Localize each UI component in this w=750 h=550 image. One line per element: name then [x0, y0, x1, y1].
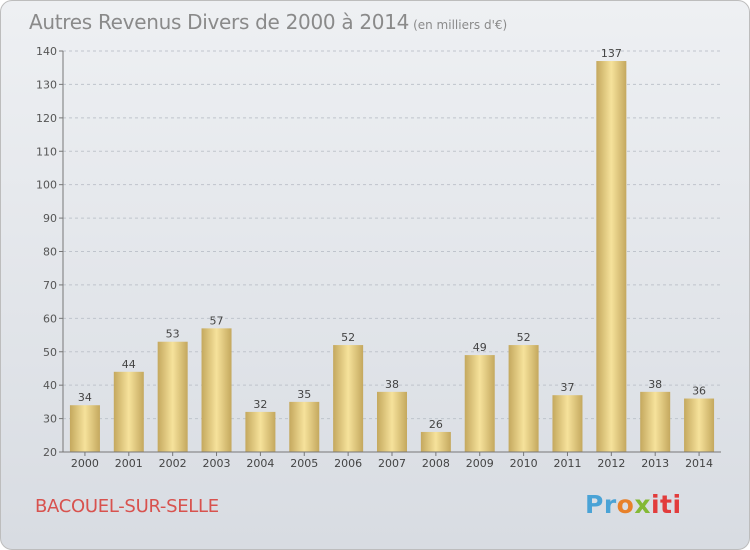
y-tick-label: 40: [43, 379, 57, 392]
data-label-2009: 49: [473, 341, 487, 354]
data-label-2000: 34: [78, 391, 92, 404]
bar-2010: [508, 345, 539, 452]
y-tick-label: 80: [43, 246, 57, 259]
x-tick-label-2000: 2000: [71, 457, 99, 470]
y-tick-label: 140: [36, 45, 57, 58]
y-tick-label: 90: [43, 212, 57, 225]
x-tick-label-2010: 2010: [510, 457, 538, 470]
x-tick-label-2002: 2002: [159, 457, 187, 470]
bar-2014: [684, 398, 715, 452]
bar-2004: [245, 411, 276, 452]
bar-2003: [201, 328, 232, 452]
bar-2013: [640, 391, 671, 452]
x-tick-label-2008: 2008: [422, 457, 450, 470]
data-label-2002: 53: [166, 328, 180, 341]
proxiti-logo: Proxiti: [585, 490, 682, 519]
bar-2002: [157, 341, 188, 452]
y-tick-label: 130: [36, 78, 57, 91]
data-label-2003: 57: [210, 314, 224, 327]
y-tick-label: 30: [43, 413, 57, 426]
y-tick-label: 50: [43, 346, 57, 359]
data-label-2008: 26: [429, 418, 443, 431]
chart-subtitle: (en milliers d'€): [413, 18, 508, 32]
bar-2012: [596, 61, 627, 453]
bar-2001: [113, 371, 144, 452]
x-tick-label-2013: 2013: [641, 457, 669, 470]
y-tick-label: 120: [36, 112, 57, 125]
bar-2006: [333, 345, 364, 452]
data-label-2006: 52: [341, 331, 355, 344]
data-label-2011: 37: [560, 381, 574, 394]
data-label-2001: 44: [122, 358, 136, 371]
chart-title: Autres Revenus Divers de 2000 à 2014 (en …: [29, 10, 508, 34]
data-label-2004: 32: [253, 398, 267, 411]
x-tick-label-2004: 2004: [246, 457, 274, 470]
y-tick-label: 20: [43, 446, 57, 459]
x-tick-label-2007: 2007: [378, 457, 406, 470]
bar-2009: [464, 355, 495, 452]
bar-2007: [377, 391, 407, 452]
bar-2011: [552, 395, 583, 452]
x-tick-label-2009: 2009: [466, 457, 494, 470]
x-tick-label-2006: 2006: [334, 457, 362, 470]
data-label-2014: 36: [692, 385, 706, 398]
x-tick-label-2014: 2014: [685, 457, 713, 470]
bar-2005: [289, 401, 320, 452]
bar-2008: [420, 431, 451, 452]
x-tick-label-2011: 2011: [553, 457, 581, 470]
data-label-2013: 38: [648, 378, 662, 391]
x-tick-label-2001: 2001: [115, 457, 143, 470]
data-label-2010: 52: [517, 331, 531, 344]
y-tick-label: 60: [43, 312, 57, 325]
y-tick-label: 100: [36, 179, 57, 192]
data-label-2005: 35: [297, 388, 311, 401]
data-label-2012: 137: [601, 47, 622, 60]
bar-2000: [69, 405, 100, 452]
x-tick-label-2005: 2005: [290, 457, 318, 470]
data-label-2007: 38: [385, 378, 399, 391]
x-tick-label-2003: 2003: [203, 457, 231, 470]
x-tick-label-2012: 2012: [597, 457, 625, 470]
commune-name: BACOUEL-SUR-SELLE: [35, 496, 219, 517]
y-tick-label: 110: [36, 145, 57, 158]
y-tick-label: 70: [43, 279, 57, 292]
